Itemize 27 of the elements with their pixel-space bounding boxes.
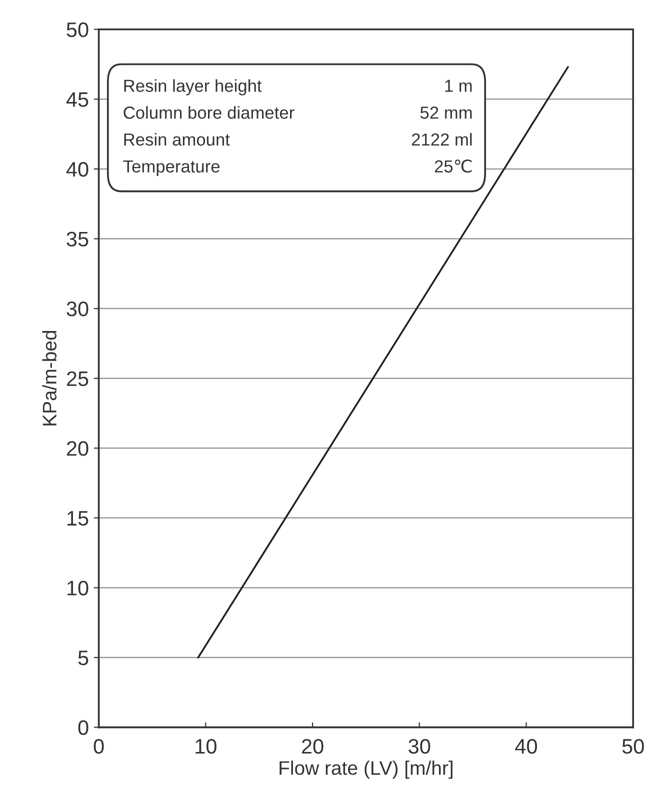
y-tick-label: 25: [66, 371, 88, 386]
y-tick-label: 35: [66, 232, 88, 247]
y-tick-label: 0: [78, 720, 88, 736]
annotation: Resin layer height: [124, 79, 262, 96]
annotation: Resin amount: [124, 132, 230, 146]
y-tick-label: 50: [66, 22, 88, 38]
x-tick-label: 0: [94, 738, 104, 754]
y-axis-title: KPa/m-bed: [42, 330, 57, 426]
annotation: 1 m: [445, 80, 472, 92]
x-tick-label: 40: [515, 738, 538, 754]
y-tick-label: 40: [66, 162, 88, 177]
x-tick-label: 50: [622, 738, 644, 754]
annotation: Temperature: [123, 160, 220, 176]
y-tick-label: 5: [78, 650, 88, 666]
y-tick-label: 15: [67, 511, 88, 526]
x-tick-label: 30: [408, 738, 430, 754]
y-tick-label: 20: [66, 441, 88, 456]
y-tick-label: 10: [67, 580, 88, 596]
x-tick-label: 20: [302, 738, 324, 754]
y-tick-label: 30: [66, 302, 88, 316]
y-tick-label: 45: [66, 92, 88, 107]
annotation: 25℃: [434, 160, 472, 173]
annotation: 52 mm: [420, 106, 472, 119]
annotation: Column bore diameter: [124, 106, 294, 119]
annotation: 2122 ml: [412, 132, 472, 146]
x-axis-title: Flow rate (LV) [m/hr]: [280, 760, 452, 779]
x-tick-label: 10: [196, 738, 216, 754]
